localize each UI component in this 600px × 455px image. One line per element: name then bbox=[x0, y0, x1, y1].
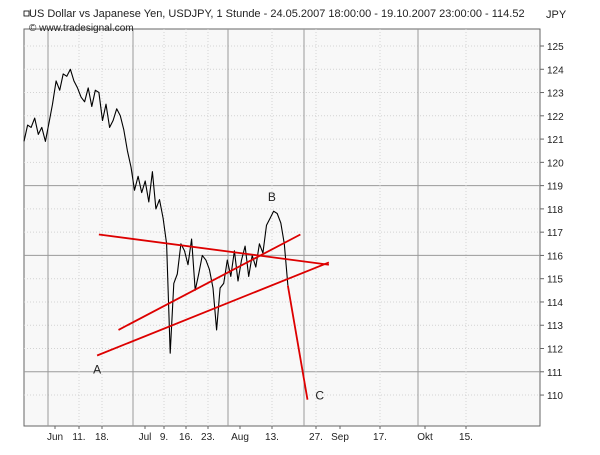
y-tick-label: 123 bbox=[547, 89, 564, 100]
x-tick-label: Jun bbox=[47, 432, 63, 443]
instrument-icon bbox=[23, 10, 30, 17]
y-tick-label: 125 bbox=[547, 42, 564, 53]
trend-line-1 bbox=[98, 233, 330, 266]
x-tick-label: 15. bbox=[459, 432, 473, 443]
y-tick-label: 112 bbox=[547, 345, 563, 356]
trend-line-4 bbox=[286, 285, 309, 400]
x-tick-label: 23. bbox=[201, 432, 215, 443]
annotation-layer: A B C bbox=[93, 190, 324, 402]
y-tick-label: 115 bbox=[547, 275, 563, 286]
annotation-b: B bbox=[268, 190, 276, 204]
y-tick-label: 111 bbox=[547, 368, 563, 379]
y-tick-label: 119 bbox=[547, 182, 563, 193]
x-tick-label: Aug bbox=[231, 432, 249, 443]
y-tick-label: 117 bbox=[547, 228, 563, 239]
chart-subtitle: © www.tradesignal.com bbox=[29, 23, 134, 34]
y-tick-label: 118 bbox=[547, 205, 563, 216]
y-axis: 110 111 112 113 114 115 116 117 118 119 120 121 122 1… bbox=[540, 42, 564, 402]
x-tick-label: 13. bbox=[265, 432, 279, 443]
annotation-c: C bbox=[315, 388, 324, 402]
x-tick-label: 9. bbox=[160, 432, 168, 443]
y-tick-label: 116 bbox=[547, 251, 563, 262]
x-tick-label: 27. bbox=[309, 432, 323, 443]
x-tick-label: 11. bbox=[72, 432, 85, 443]
y-tick-label: 114 bbox=[547, 298, 563, 309]
price-series-line bbox=[23, 68, 289, 354]
trend-line-layer bbox=[96, 233, 330, 400]
x-axis: Jun 11. 18. Jul 9. 16. 23. Aug 13. 27. Sep 17. Okt 15… bbox=[47, 426, 473, 443]
x-tick-label: Jul bbox=[139, 432, 152, 443]
y-tick-label: 121 bbox=[547, 135, 564, 146]
x-tick-label: Sep bbox=[331, 432, 349, 443]
x-tick-label: 18. bbox=[95, 432, 109, 443]
y-tick-label: 110 bbox=[547, 391, 563, 402]
y-tick-label: 113 bbox=[547, 321, 563, 332]
x-tick-label: 16. bbox=[179, 432, 193, 443]
chart-title: US Dollar vs Japanese Yen, USDJPY, 1 Stu… bbox=[29, 8, 525, 20]
x-tick-label: 17. bbox=[373, 432, 387, 443]
series-layer bbox=[23, 68, 289, 354]
x-tick-label: Okt bbox=[417, 432, 433, 443]
y-tick-label: 124 bbox=[547, 65, 564, 76]
annotation-a: A bbox=[93, 362, 101, 376]
trend-line-2 bbox=[96, 261, 330, 357]
trend-line-3 bbox=[118, 233, 301, 331]
grid-layer bbox=[24, 29, 540, 426]
y-axis-unit-label: JPY bbox=[546, 9, 567, 21]
y-tick-label: 120 bbox=[547, 158, 564, 169]
y-tick-label: 122 bbox=[547, 112, 564, 123]
